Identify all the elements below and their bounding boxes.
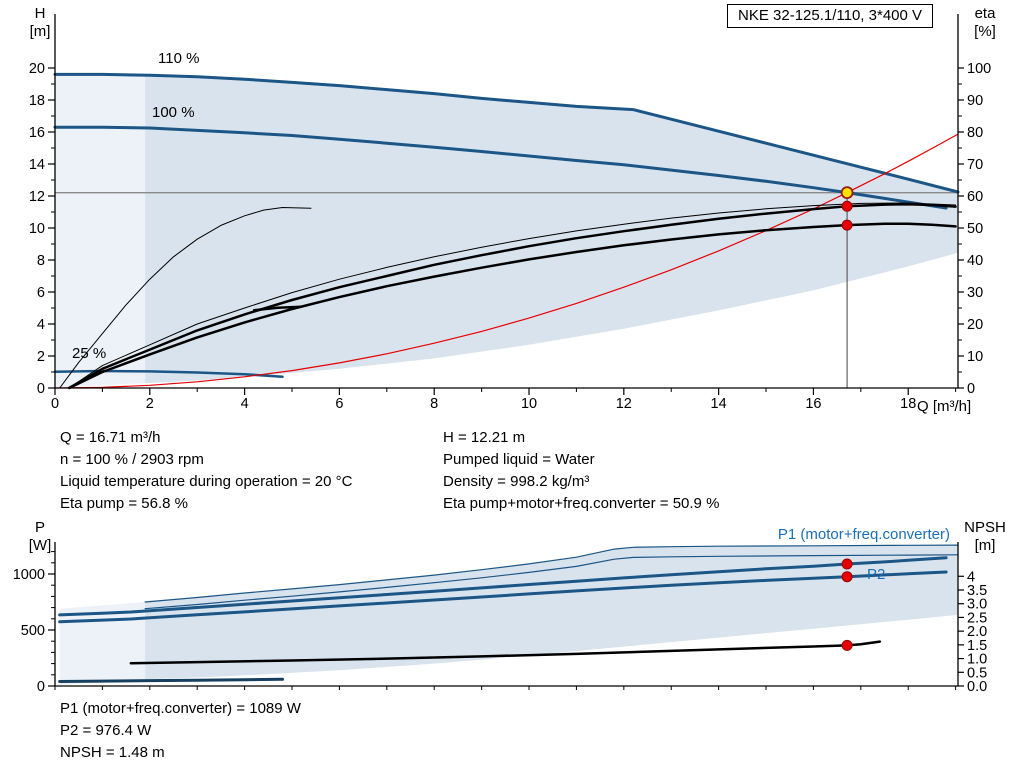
svg-text:0: 0 [967, 381, 975, 397]
info-line-head: H = 12.21 m [443, 429, 526, 446]
info-line-p2: P2 = 976.4 W [60, 722, 152, 739]
svg-text:[%]: [%] [974, 23, 996, 40]
operating-data-right: H = 12.21 m Pumped liquid = Water Densit… [443, 427, 719, 515]
svg-text:18: 18 [900, 396, 916, 412]
svg-text:eta: eta [975, 5, 997, 22]
info-line-npsh: NPSH = 1.48 m [60, 744, 165, 761]
svg-text:P1 (motor+freq.converter): P1 (motor+freq.converter) [778, 526, 950, 543]
svg-text:18: 18 [29, 93, 45, 109]
svg-text:1.0: 1.0 [967, 652, 987, 668]
svg-text:2: 2 [146, 396, 154, 412]
svg-text:0.0: 0.0 [967, 679, 987, 695]
info-line-eta-total: Eta pump+motor+freq.converter = 50.9 % [443, 495, 720, 512]
svg-text:10: 10 [967, 349, 983, 365]
svg-text:8: 8 [430, 396, 438, 412]
svg-text:10: 10 [29, 221, 45, 237]
svg-text:90: 90 [967, 93, 983, 109]
info-line-temperature: Liquid temperature during operation = 20… [60, 473, 353, 490]
info-line-speed: n = 100 % / 2903 rpm [60, 451, 204, 468]
svg-text:16: 16 [805, 396, 821, 412]
svg-text:H: H [35, 5, 46, 22]
info-line-density: Density = 998.2 kg/m³ [443, 473, 590, 490]
svg-text:2.0: 2.0 [967, 624, 987, 640]
info-line-flow: Q = 16.71 m³/h [60, 429, 161, 446]
svg-text:60: 60 [967, 189, 983, 205]
svg-text:6: 6 [335, 396, 343, 412]
svg-text:NPSH: NPSH [964, 519, 1006, 536]
svg-text:0: 0 [51, 396, 59, 412]
svg-text:12: 12 [616, 396, 632, 412]
operating-data-left: Q = 16.71 m³/h n = 100 % / 2903 rpm Liqu… [60, 427, 352, 515]
power-data-block: P1 (motor+freq.converter) = 1089 W P2 = … [60, 698, 301, 764]
svg-text:0.5: 0.5 [967, 665, 987, 681]
svg-text:3.0: 3.0 [967, 597, 987, 613]
info-line-eta-pump: Eta pump = 56.8 % [60, 495, 188, 512]
svg-text:6: 6 [37, 285, 45, 301]
info-line-p1: P1 (motor+freq.converter) = 1089 W [60, 700, 301, 717]
info-line-liquid: Pumped liquid = Water [443, 451, 595, 468]
svg-text:500: 500 [21, 623, 45, 639]
svg-text:2.5: 2.5 [967, 610, 987, 626]
svg-text:4: 4 [37, 317, 45, 333]
svg-text:100: 100 [967, 61, 991, 77]
svg-text:70: 70 [967, 157, 983, 173]
svg-text:8: 8 [37, 253, 45, 269]
svg-text:40: 40 [967, 253, 983, 269]
svg-text:4: 4 [967, 569, 975, 585]
svg-text:Q [m³/h]: Q [m³/h] [917, 398, 971, 415]
svg-text:4: 4 [241, 396, 249, 412]
svg-text:0: 0 [37, 381, 45, 397]
svg-text:P: P [35, 519, 45, 536]
svg-text:50: 50 [967, 221, 983, 237]
svg-text:0: 0 [37, 679, 45, 695]
svg-text:14: 14 [29, 157, 45, 173]
svg-text:14: 14 [711, 396, 727, 412]
power-npsh-chart: 0 500 1000 0.00.51.01.52.02.53.03.54 P1 (mot… [13, 519, 1006, 695]
svg-text:30: 30 [967, 285, 983, 301]
head-efficiency-chart: 0 2 4 6 8 10 12 14 16 18 0 2 4 6 8 10 12 14 16 18 20 0 10 20 30 4… [29, 5, 997, 415]
svg-text:100 %: 100 % [152, 104, 195, 121]
svg-text:10: 10 [521, 396, 537, 412]
svg-text:3.5: 3.5 [967, 583, 987, 599]
svg-text:1000: 1000 [13, 567, 45, 583]
svg-text:1.5: 1.5 [967, 638, 987, 654]
svg-text:2: 2 [37, 349, 45, 365]
svg-text:25 %: 25 % [72, 345, 106, 362]
svg-text:[W]: [W] [29, 537, 52, 554]
svg-text:P2: P2 [867, 566, 885, 583]
pump-model-badge: NKE 32-125.1/110, 3*400 V [727, 4, 934, 28]
svg-text:80: 80 [967, 125, 983, 141]
svg-text:16: 16 [29, 125, 45, 141]
svg-text:[m]: [m] [30, 23, 51, 40]
svg-text:[m]: [m] [975, 537, 996, 554]
svg-text:20: 20 [967, 317, 983, 333]
svg-text:110 %: 110 % [158, 50, 199, 67]
svg-text:20: 20 [29, 61, 45, 77]
svg-text:12: 12 [29, 189, 45, 205]
